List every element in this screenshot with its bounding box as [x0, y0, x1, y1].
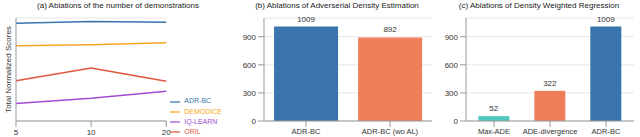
html-text:IQ-LEARN: IQ-LEARN [184, 117, 218, 125]
svg-text:Max-ADE: Max-ADE [478, 127, 510, 136]
svg-text:900: 900 [243, 33, 257, 42]
svg-text:322: 322 [543, 79, 557, 88]
svg-text:5: 5 [14, 128, 19, 137]
svg-text:892: 892 [383, 25, 397, 34]
svg-text:300: 300 [243, 89, 257, 98]
svg-text:20: 20 [162, 128, 171, 137]
html-text:(a) Ablations of the number of: (a) Ablations of the number of demonstra… [37, 1, 199, 10]
svg-text:Total Normalized Scores: Total Normalized Scores [8, 26, 13, 113]
html-text:(b) Ablations of Adverserial D: (b) Ablations of Adverserial Density Est… [255, 1, 419, 10]
svg-text:ADE-divergence: ADE-divergence [523, 127, 578, 136]
svg-text:ADR-BC: ADR-BC [592, 127, 621, 136]
html-text:(c) Ablations of Density Weigh: (c) Ablations of Density Weighted Regres… [458, 1, 620, 10]
svg-text:1009: 1009 [597, 15, 615, 24]
svg-text:52: 52 [489, 104, 498, 113]
svg-text:600: 600 [445, 61, 459, 70]
html-text:ADR-BC: ADR-BC [184, 97, 212, 105]
svg-text:600: 600 [243, 61, 257, 70]
svg-text:10: 10 [87, 128, 96, 137]
svg-text:ADR-BC (wo AL): ADR-BC (wo AL) [362, 127, 419, 136]
svg-text:300: 300 [445, 89, 459, 98]
svg-text:0: 0 [252, 117, 257, 126]
html-text:ORIL: ORIL [184, 127, 201, 135]
svg-text:900: 900 [445, 33, 459, 42]
svg-text:ADR-BC: ADR-BC [292, 127, 321, 136]
svg-text:0: 0 [454, 117, 459, 126]
svg-text:1009: 1009 [297, 15, 315, 24]
html-text:DEMODICE: DEMODICE [184, 107, 222, 115]
